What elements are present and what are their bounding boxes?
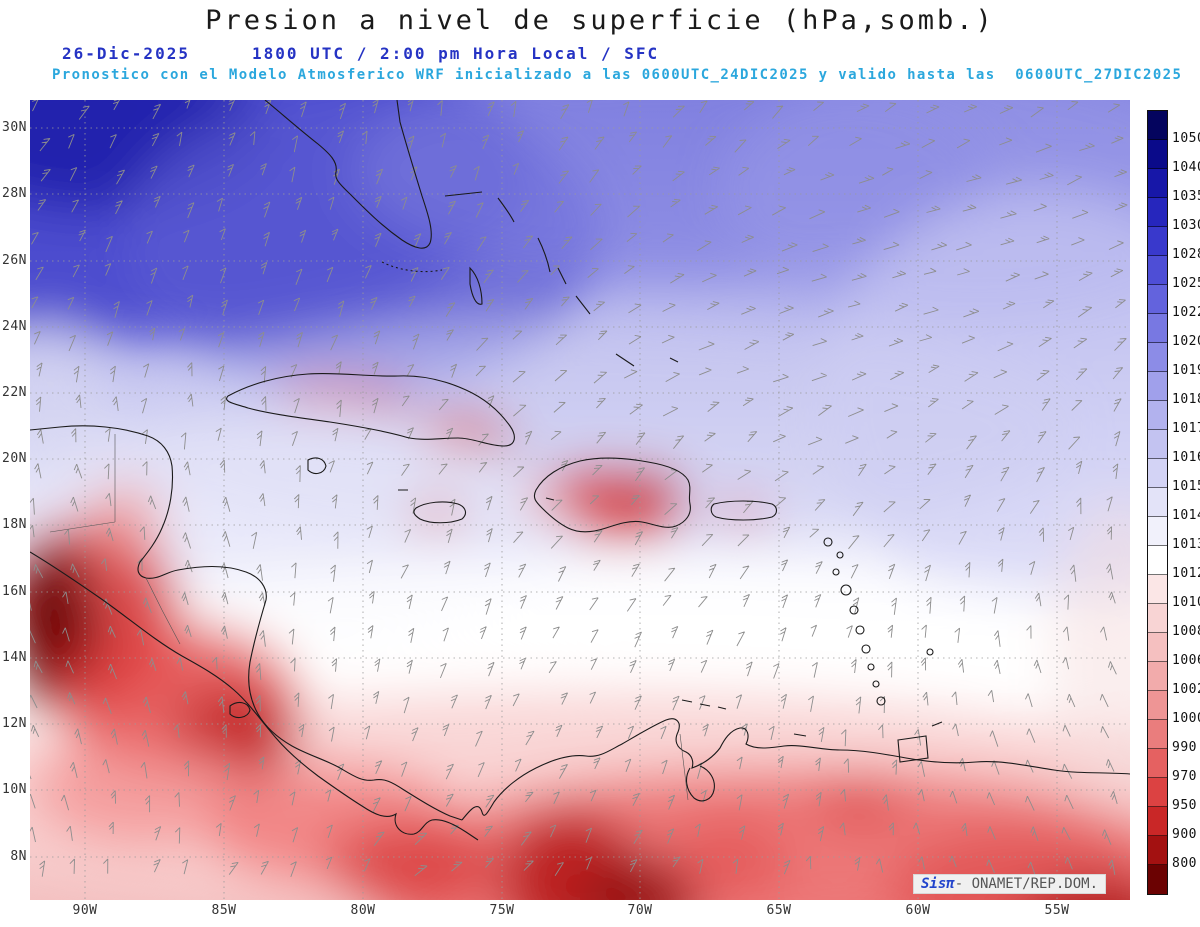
- lat-tick-label: 30N: [2, 120, 27, 135]
- colorbar-tick-label: 900: [1172, 827, 1197, 842]
- colorbar-cell: [1148, 401, 1167, 430]
- lat-tick-label: 8N: [10, 849, 27, 864]
- colorbar-cell: [1148, 633, 1167, 662]
- colorbar-cell: [1148, 807, 1167, 836]
- colorbar-cell: [1148, 285, 1167, 314]
- colorbar-cell: [1148, 459, 1167, 488]
- colorbar-cell: [1148, 372, 1167, 401]
- colorbar-tick-label: 950: [1172, 798, 1197, 813]
- colorbar-tick-label: 1030: [1172, 218, 1200, 233]
- lon-tick-label: 65W: [766, 903, 792, 918]
- lon-tick-label: 55W: [1044, 903, 1070, 918]
- lat-tick-label: 14N: [2, 650, 27, 665]
- lat-tick-label: 24N: [2, 319, 27, 334]
- grid-lines: [30, 100, 1130, 900]
- lon-tick-label: 60W: [905, 903, 931, 918]
- colorbar-cell: [1148, 517, 1167, 546]
- colorbar-cell: [1148, 256, 1167, 285]
- colorbar-cell: [1148, 198, 1167, 227]
- colorbar-tick-label: 1022: [1172, 305, 1200, 320]
- colorbar-tick-label: 800: [1172, 856, 1197, 871]
- lon-tick-label: 90W: [72, 903, 98, 918]
- colorbar-tick-label: 1025: [1172, 276, 1200, 291]
- lat-tick-label: 10N: [2, 782, 27, 797]
- colorbar: [1147, 110, 1168, 895]
- lon-tick-label: 85W: [211, 903, 237, 918]
- coastlines: [29, 99, 1131, 841]
- colorbar-tick-label: 1013: [1172, 537, 1200, 552]
- colorbar-cell: [1148, 865, 1167, 894]
- lat-tick-label: 22N: [2, 385, 27, 400]
- lon-tick-label: 75W: [489, 903, 515, 918]
- forecast-note: Pronostico con el Modelo Atmosferico WRF…: [52, 67, 1183, 83]
- watermark: Sisπ- ONAMET/REP.DOM.: [913, 874, 1107, 894]
- colorbar-tick-label: 970: [1172, 769, 1197, 784]
- colorbar-cell: [1148, 546, 1167, 575]
- colorbar-cell: [1148, 691, 1167, 720]
- lat-tick-label: 18N: [2, 517, 27, 532]
- colorbar-tick-label: 1012: [1172, 566, 1200, 581]
- watermark-brand: Sisπ: [921, 876, 955, 892]
- colorbar-cell: [1148, 604, 1167, 633]
- lat-tick-label: 28N: [2, 186, 27, 201]
- colorbar-cell: [1148, 430, 1167, 459]
- wind-barbs: [22, 96, 1128, 878]
- colorbar-tick-label: 1040: [1172, 160, 1200, 175]
- colorbar-cell: [1148, 169, 1167, 198]
- colorbar-tick-label: 1017: [1172, 421, 1200, 436]
- forecast-date: 26-Dic-2025: [62, 44, 190, 63]
- lat-tick-label: 16N: [2, 584, 27, 599]
- colorbar-cell: [1148, 314, 1167, 343]
- colorbar-cell: [1148, 662, 1167, 691]
- forecast-valid-time: 1800 UTC / 2:00 pm Hora Local / SFC: [252, 44, 660, 63]
- colorbar-tick-label: 1028: [1172, 247, 1200, 262]
- colorbar-tick-label: 1020: [1172, 334, 1200, 349]
- colorbar-cell: [1148, 227, 1167, 256]
- colorbar-tick-label: 1006: [1172, 653, 1200, 668]
- colorbar-cell: [1148, 836, 1167, 865]
- lon-tick-label: 80W: [350, 903, 376, 918]
- watermark-credit: - ONAMET/REP.DOM.: [954, 876, 1099, 892]
- colorbar-cell: [1148, 778, 1167, 807]
- page-title: Presion a nivel de superficie (hPa,somb.…: [205, 5, 995, 36]
- colorbar-cell: [1148, 140, 1167, 169]
- colorbar-cell: [1148, 488, 1167, 517]
- colorbar-tick-label: 1035: [1172, 189, 1200, 204]
- colorbar-tick-label: 1016: [1172, 450, 1200, 465]
- colorbar-tick-label: 990: [1172, 740, 1197, 755]
- colorbar-tick-label: 1008: [1172, 624, 1200, 639]
- colorbar-tick-label: 1050: [1172, 131, 1200, 146]
- lat-tick-label: 12N: [2, 716, 27, 731]
- colorbar-tick-label: 1015: [1172, 479, 1200, 494]
- colorbar-tick-label: 1000: [1172, 711, 1200, 726]
- lat-tick-label: 20N: [2, 451, 27, 466]
- lat-tick-label: 26N: [2, 253, 27, 268]
- lon-tick-label: 70W: [627, 903, 653, 918]
- colorbar-tick-label: 1002: [1172, 682, 1200, 697]
- colorbar-cell: [1148, 720, 1167, 749]
- colorbar-tick-label: 1018: [1172, 392, 1200, 407]
- colorbar-cell: [1148, 111, 1167, 140]
- colorbar-tick-label: 1010: [1172, 595, 1200, 610]
- colorbar-cell: [1148, 343, 1167, 372]
- colorbar-tick-label: 1019: [1172, 363, 1200, 378]
- colorbar-tick-label: 1014: [1172, 508, 1200, 523]
- colorbar-cell: [1148, 575, 1167, 604]
- colorbar-cell: [1148, 749, 1167, 778]
